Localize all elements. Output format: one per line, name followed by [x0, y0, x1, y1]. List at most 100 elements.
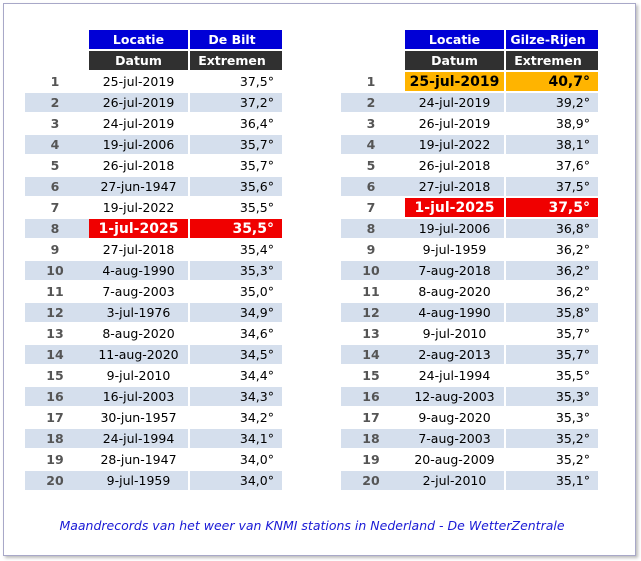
date-cell: 2-aug-2013: [405, 345, 506, 366]
date-cell: 1-jul-2025: [89, 219, 190, 240]
location-value: De Bilt: [190, 30, 282, 51]
table-row: 13 9-jul-2010 35,7°: [341, 324, 598, 345]
value-cell: 34,3°: [190, 387, 282, 408]
table-row: 8 1-jul-2025 35,5°: [25, 219, 282, 240]
date-cell: 9-jul-1959: [89, 471, 190, 492]
table-row: 7 1-jul-2025 37,5°: [341, 198, 598, 219]
table-row: 15 24-jul-1994 35,5°: [341, 366, 598, 387]
rank-cell: 11: [25, 282, 89, 303]
table-row: 19 28-jun-1947 34,0°: [25, 450, 282, 471]
table-row: 11 7-aug-2003 35,0°: [25, 282, 282, 303]
value-cell: 35,7°: [190, 135, 282, 156]
rank-cell: 17: [341, 408, 405, 429]
value-column-header: Extremen: [190, 51, 282, 72]
table-row: 15 9-jul-2010 34,4°: [25, 366, 282, 387]
rank-cell: 7: [25, 198, 89, 219]
table-row: 5 26-jul-2018 35,7°: [25, 156, 282, 177]
rank-cell: 10: [341, 261, 405, 282]
value-cell: 34,6°: [190, 324, 282, 345]
corner-blank: [341, 30, 405, 51]
table-row: 18 24-jul-1994 34,1°: [25, 429, 282, 450]
date-cell: 9-jul-1959: [405, 240, 506, 261]
table-row: 9 9-jul-1959 36,2°: [341, 240, 598, 261]
date-cell: 25-jul-2019: [89, 72, 190, 93]
rank-cell: 15: [25, 366, 89, 387]
table-row: 16 12-aug-2003 35,3°: [341, 387, 598, 408]
location-value: Gilze-Rijen: [506, 30, 598, 51]
table-row: 9 27-jul-2018 35,4°: [25, 240, 282, 261]
rank-cell: 1: [25, 72, 89, 93]
date-cell: 19-jul-2022: [89, 198, 190, 219]
corner-blank: [25, 30, 89, 51]
date-cell: 20-aug-2009: [405, 450, 506, 471]
corner-blank: [25, 51, 89, 72]
rank-cell: 1: [341, 72, 405, 93]
value-cell: 35,4°: [190, 240, 282, 261]
date-cell: 26-jul-2019: [405, 114, 506, 135]
rank-cell: 14: [341, 345, 405, 366]
date-cell: 11-aug-2020: [89, 345, 190, 366]
value-cell: 37,6°: [506, 156, 598, 177]
table-row: 14 11-aug-2020 34,5°: [25, 345, 282, 366]
date-cell: 27-jul-2018: [89, 240, 190, 261]
value-cell: 36,2°: [506, 261, 598, 282]
rank-cell: 18: [341, 429, 405, 450]
table-row: 17 30-jun-1957 34,2°: [25, 408, 282, 429]
date-cell: 24-jul-1994: [89, 429, 190, 450]
value-cell: 34,0°: [190, 471, 282, 492]
rank-cell: 20: [341, 471, 405, 492]
value-cell: 35,7°: [506, 345, 598, 366]
table-row: 17 9-aug-2020 35,3°: [341, 408, 598, 429]
table-row: 3 24-jul-2019 36,4°: [25, 114, 282, 135]
rank-cell: 19: [341, 450, 405, 471]
date-cell: 30-jun-1957: [89, 408, 190, 429]
rank-cell: 3: [341, 114, 405, 135]
table-row: 13 8-aug-2020 34,6°: [25, 324, 282, 345]
date-cell: 19-jul-2006: [405, 219, 506, 240]
date-cell: 24-jul-1994: [405, 366, 506, 387]
value-cell: 34,0°: [190, 450, 282, 471]
date-cell: 4-aug-1990: [89, 261, 190, 282]
date-cell: 7-aug-2018: [405, 261, 506, 282]
table-row: 10 4-aug-1990 35,3°: [25, 261, 282, 282]
table-row: 20 9-jul-1959 34,0°: [25, 471, 282, 492]
value-cell: 36,2°: [506, 240, 598, 261]
table-row: 20 2-jul-2010 35,1°: [341, 471, 598, 492]
date-cell: 8-aug-2020: [405, 282, 506, 303]
value-cell: 35,1°: [506, 471, 598, 492]
date-cell: 2-jul-2010: [405, 471, 506, 492]
value-cell: 34,1°: [190, 429, 282, 450]
date-cell: 19-jul-2006: [89, 135, 190, 156]
rank-cell: 13: [341, 324, 405, 345]
date-column-header: Datum: [405, 51, 506, 72]
rank-cell: 20: [25, 471, 89, 492]
date-cell: 3-jul-1976: [89, 303, 190, 324]
value-cell: 36,2°: [506, 282, 598, 303]
table-row: 4 19-jul-2006 35,7°: [25, 135, 282, 156]
rank-cell: 2: [341, 93, 405, 114]
table-row: 10 7-aug-2018 36,2°: [341, 261, 598, 282]
value-cell: 35,3°: [506, 408, 598, 429]
value-cell: 35,0°: [190, 282, 282, 303]
table-row: 8 19-jul-2006 36,8°: [341, 219, 598, 240]
date-cell: 9-aug-2020: [405, 408, 506, 429]
location-label: Locatie: [89, 30, 190, 51]
rank-cell: 6: [341, 177, 405, 198]
date-cell: 25-jul-2019: [405, 72, 506, 93]
value-cell: 34,4°: [190, 366, 282, 387]
rank-cell: 19: [25, 450, 89, 471]
date-cell: 24-jul-2019: [89, 114, 190, 135]
table-row: 2 26-jul-2019 37,2°: [25, 93, 282, 114]
table-row: 6 27-jun-1947 35,6°: [25, 177, 282, 198]
rank-cell: 13: [25, 324, 89, 345]
date-cell: 9-jul-2010: [89, 366, 190, 387]
date-cell: 7-aug-2003: [89, 282, 190, 303]
value-cell: 34,2°: [190, 408, 282, 429]
value-cell: 37,2°: [190, 93, 282, 114]
rank-cell: 5: [25, 156, 89, 177]
date-cell: 1-jul-2025: [405, 198, 506, 219]
rank-cell: 8: [25, 219, 89, 240]
gilze-rijen-records-table: Locatie Gilze-Rijen Datum Extremen 1 25-j…: [341, 30, 598, 492]
date-cell: 24-jul-2019: [405, 93, 506, 114]
date-cell: 9-jul-2010: [405, 324, 506, 345]
